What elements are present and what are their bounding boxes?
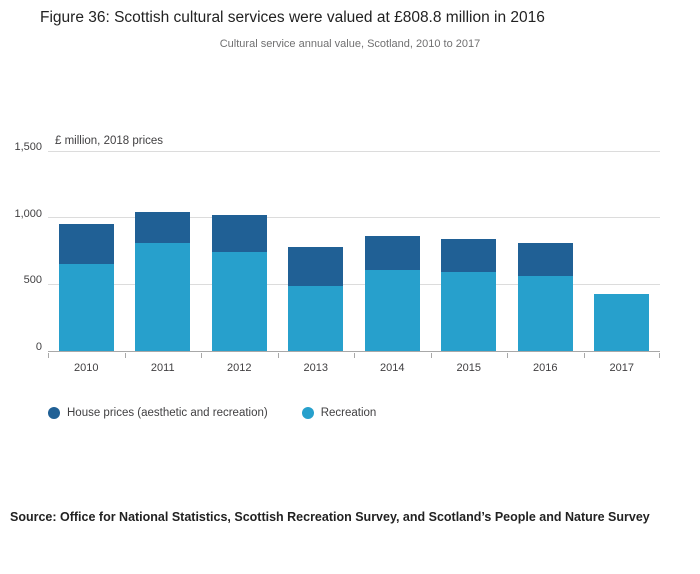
stacked-bar-2017 (594, 293, 650, 351)
bar-segment-2015 (441, 239, 497, 273)
x-axis-tick (201, 353, 202, 358)
stacked-bar-2013 (288, 247, 344, 351)
bar-segment-2011 (135, 243, 191, 351)
stacked-bar-2012 (211, 215, 267, 351)
stacked-bar-2016 (517, 243, 573, 351)
bar-segment-2010 (58, 263, 114, 351)
bar-segment-2014 (364, 236, 420, 271)
stacked-bar-2010 (58, 224, 114, 351)
bar-slot-2017 (584, 152, 661, 351)
bar-slot-2010 (48, 152, 125, 351)
chart-title: Figure 36: Scottish cultural services we… (40, 9, 545, 26)
source-text: Source: Office for National Statistics, … (10, 510, 650, 524)
x-axis-tick (124, 353, 126, 358)
gridline-1500 (48, 150, 660, 152)
legend: House prices (aesthetic and recreation) … (48, 407, 376, 419)
x-axis-label-2016: 2016 (533, 362, 558, 374)
x-axis-label-2015: 2015 (456, 362, 481, 374)
bar-slot-2013 (278, 152, 355, 351)
legend-label-house-prices: House prices (aesthetic and recreation) (67, 407, 268, 419)
legend-item-recreation: Recreation (301, 407, 377, 419)
x-axis-tick (354, 353, 355, 358)
x-axis-tick (48, 353, 49, 358)
x-axis-label-2013: 2013 (303, 362, 328, 374)
legend-item-house-prices: House prices (aesthetic and recreation) (48, 407, 268, 419)
x-axis-label-2010: 2010 (74, 362, 99, 374)
bar-segment-2016 (517, 243, 573, 277)
legend-label-recreation: Recreation (320, 407, 377, 419)
bar-segment-2016 (517, 276, 573, 351)
plot-area: 0 500 1,000 1,500 (14, 142, 660, 353)
bar-segment-2010 (58, 224, 114, 264)
bar-segment-2013 (288, 285, 344, 351)
x-axis-tick (659, 353, 660, 358)
bar-segment-2011 (135, 212, 191, 243)
bar-segment-2017 (594, 293, 650, 351)
x-axis-tick (583, 353, 585, 358)
recreation-legend-swatch-icon (301, 407, 314, 419)
bar-segment-2015 (441, 272, 497, 351)
x-axis-tick (277, 353, 279, 358)
bar-slot-2014 (354, 152, 431, 351)
y-axis-tick-label: 500 (23, 274, 42, 287)
bar-segment-2014 (364, 270, 420, 351)
y-axis-tick-label: 1,500 (14, 141, 42, 153)
bars-container (48, 152, 660, 351)
bar-segment-2012 (211, 215, 267, 252)
stacked-bar-2014 (364, 236, 420, 351)
bar-slot-2016 (507, 152, 584, 351)
y-axis-unit-label: £ million, 2018 prices (55, 135, 164, 147)
gridline-500 (48, 283, 660, 285)
x-axis-tick (507, 353, 508, 358)
bar-slot-2012 (201, 152, 278, 351)
x-axis-label-2014: 2014 (380, 362, 405, 374)
bar-segment-2012 (211, 251, 267, 351)
x-axis-tick (430, 353, 432, 358)
x-axis: 2010 2011 2012 2013 2014 2015 2016 2017 (48, 353, 660, 377)
gridline-1000 (48, 217, 660, 219)
y-axis-tick-label: 1,000 (14, 207, 42, 220)
y-axis-tick-label: 0 (35, 341, 42, 353)
x-axis-label-2017: 2017 (609, 362, 634, 374)
bar-segment-2013 (288, 247, 344, 286)
house-prices-legend-swatch-icon (48, 407, 60, 419)
x-axis-label-2012: 2012 (227, 362, 252, 374)
bar-slot-2011 (125, 152, 202, 351)
stacked-bar-2011 (135, 212, 191, 351)
stacked-bar-2015 (441, 239, 497, 351)
bar-slot-2015 (431, 152, 508, 351)
chart-subtitle: Cultural service annual value, Scotland,… (219, 38, 481, 50)
x-axis-label-2011: 2011 (150, 362, 175, 374)
